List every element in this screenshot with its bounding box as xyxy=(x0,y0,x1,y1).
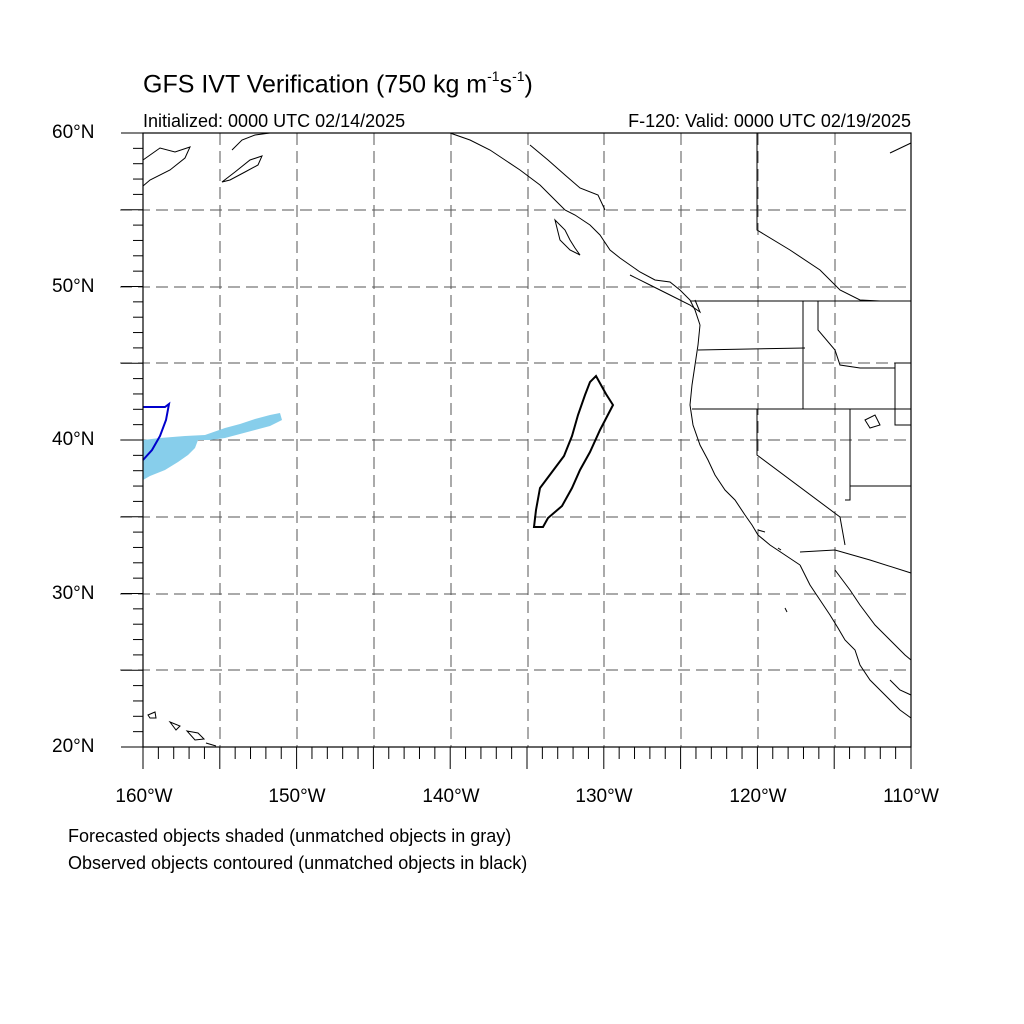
lon-label-110w: 110°W xyxy=(883,786,939,807)
observed-object-unmatched xyxy=(532,374,615,528)
lon-label-120w: 120°W xyxy=(729,786,787,807)
lat-label-30n: 30°N xyxy=(52,583,95,604)
valid-time-label: F-120: Valid: 0000 UTC 02/19/2025 xyxy=(628,111,911,131)
init-time-label: Initialized: 0000 UTC 02/14/2025 xyxy=(143,111,406,131)
lat-label-50n: 50°N xyxy=(52,276,95,297)
lon-label-150w: 150°W xyxy=(268,786,326,807)
lon-label-140w: 140°W xyxy=(422,786,480,807)
lat-label-60n: 60°N xyxy=(52,122,95,143)
map-title: GFS IVT Verification (750 kg m-1s-1) xyxy=(143,68,533,99)
legend-note-forecast: Forecasted objects shaded (unmatched obj… xyxy=(68,826,512,846)
legend-note-observed: Observed objects contoured (unmatched ob… xyxy=(68,853,528,873)
forecast-object-matched xyxy=(143,413,282,480)
lat-label-20n: 20°N xyxy=(52,736,95,757)
lon-label-130w: 130°W xyxy=(575,786,633,807)
plot-frame xyxy=(142,132,912,748)
lat-lon-grid xyxy=(120,133,911,747)
lon-label-160w: 160°W xyxy=(115,786,173,807)
coastlines xyxy=(142,132,912,747)
observed-object-matched xyxy=(142,401,171,461)
lat-label-40n: 40°N xyxy=(52,429,95,450)
